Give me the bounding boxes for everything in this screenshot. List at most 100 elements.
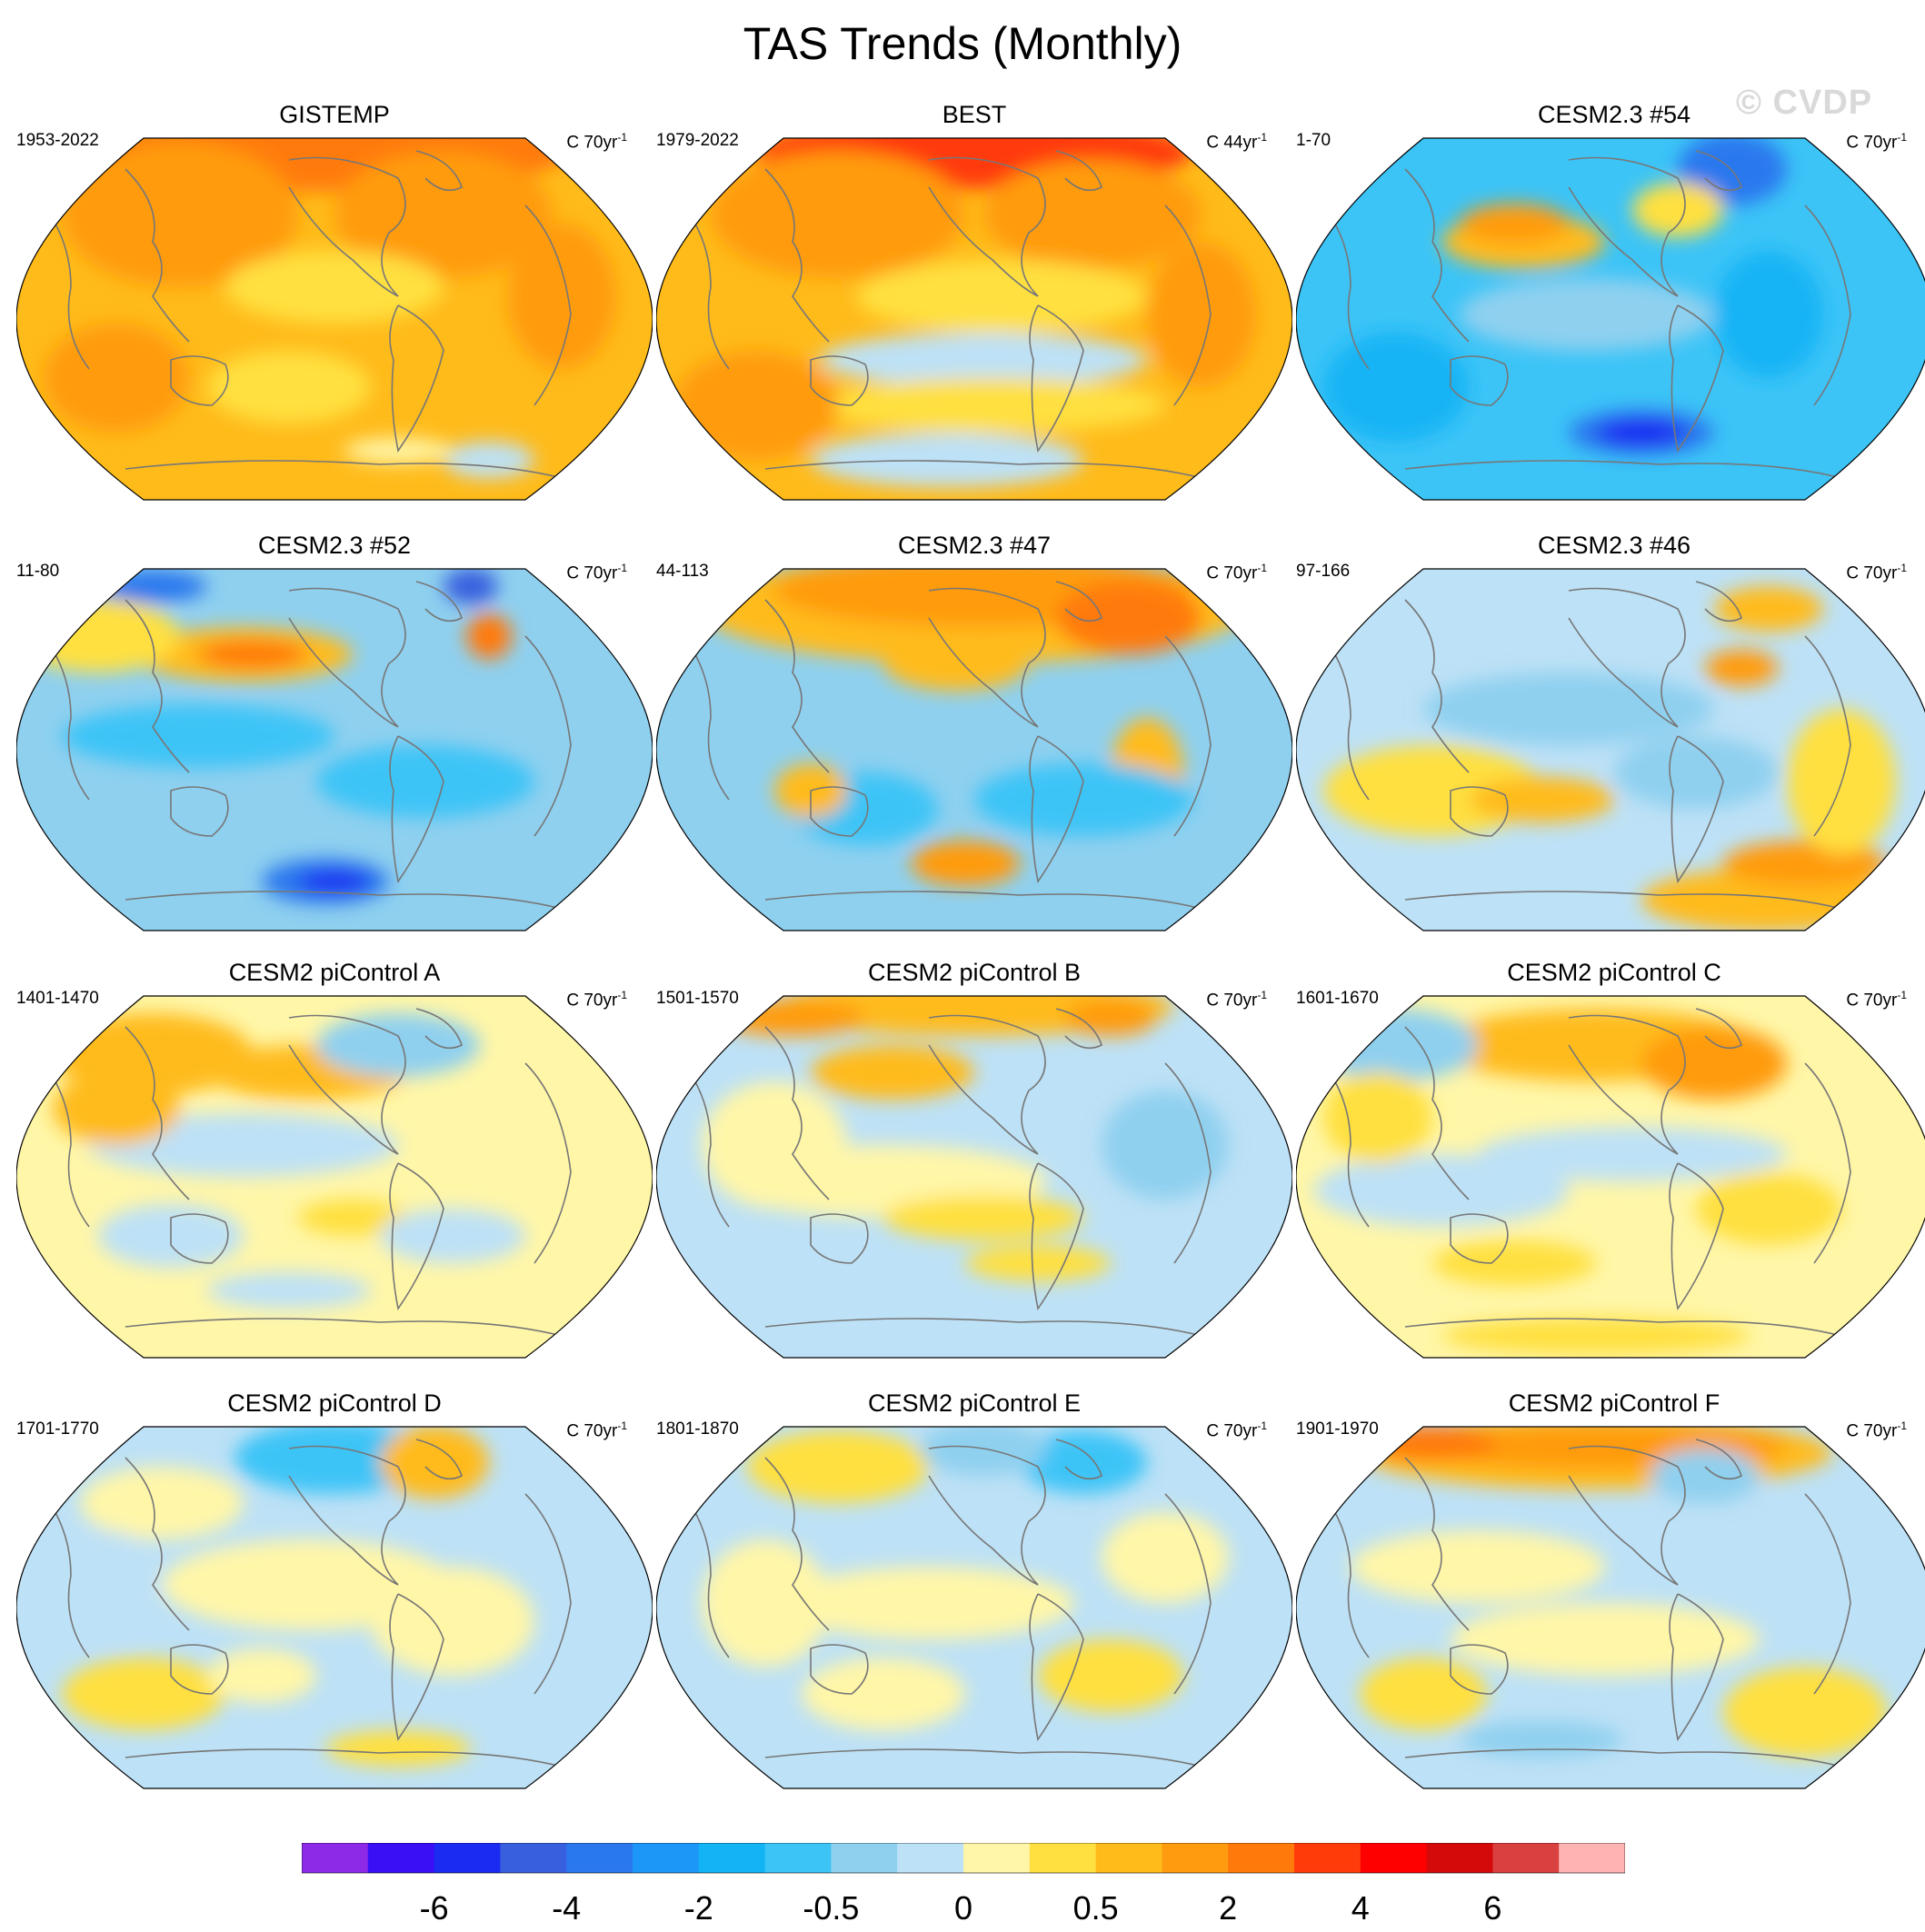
panel-period: 1401-1470 [16,989,99,1008]
coastline [764,460,1202,479]
trend-field-region [1678,138,1787,205]
robinson-map [1296,568,1925,931]
coastline [1450,355,1509,406]
coastline [1669,304,1724,453]
trend-field-region [1651,1449,1760,1503]
coastline [125,1026,190,1200]
coastline [1404,1026,1470,1200]
coastline [288,1445,406,1586]
panel-units-text: C 70yr [1206,1421,1258,1441]
trend-field-region [1102,1512,1229,1603]
coastline [928,156,1046,297]
trend-field-region [380,1209,525,1263]
trend-field-region [1696,1172,1841,1245]
coastline [1568,1445,1686,1586]
panel-units-text: C 70yr [566,133,618,153]
coastline [810,786,869,837]
panel-title: CESM2 piControl D [227,1389,442,1417]
trend-field-region [1460,278,1714,351]
colorbar-swatch [831,1843,898,1873]
map-border [16,1426,653,1789]
coastline [1404,891,1842,910]
trend-field-region [674,351,838,460]
coastline [1695,150,1742,192]
trend-field-region [1038,1639,1183,1712]
map-border [16,995,653,1359]
trend-field-region [1460,1721,1623,1758]
panel-units-exponent: -1 [1897,989,1907,1001]
coastline [1164,635,1212,837]
coastline [125,599,190,773]
trend-field-region [466,613,512,659]
trend-field-region [1723,1667,1887,1758]
coastline [683,204,730,370]
map-panel: CESM2.3 #46 97-166 C 70yr-1 [1296,532,1925,960]
coastline [170,355,229,406]
coastline [389,1162,444,1310]
panel-units-text: C 70yr [566,1421,618,1441]
panel-units: C 44yr-1 [1206,127,1267,153]
panel-units-exponent: -1 [617,562,627,574]
trend-field-region [1102,1090,1229,1200]
coastline [415,1008,463,1050]
trend-field-region [507,224,616,369]
panel-units-text: C 70yr [1846,133,1898,153]
coastline [1404,1318,1842,1337]
coastline [1055,150,1102,192]
trend-field-region [62,704,334,768]
trend-field-region [334,151,553,278]
coastline [1055,1008,1102,1050]
trend-field-region [1705,650,1778,686]
coastline [1804,635,1851,837]
panel-period: 44-113 [656,562,709,581]
trend-field-region [1441,1318,1750,1354]
coastline [1450,786,1509,837]
coastline [1804,204,1851,406]
coastline [1669,1593,1724,1741]
colorbar-tick-label: -0.5 [803,1889,859,1927]
panel-units: C 70yr-1 [1846,558,1907,583]
coastline [928,1014,1046,1155]
colorbar-tick-label: 0.5 [1073,1889,1119,1927]
panel-title: GISTEMP [279,101,390,128]
coastline [1322,1062,1370,1228]
trend-field-region [883,1195,1083,1240]
trend-field-region [1369,1427,1496,1461]
colorbar-tick-label: 4 [1351,1889,1370,1927]
trend-field-region [856,260,1147,333]
map-border [16,568,653,931]
colorbar-swatch [566,1843,633,1873]
panel-period: 1801-1870 [656,1419,739,1439]
map-panel: CESM2 piControl F 1901-1970 C 70yr-1 [1296,1389,1925,1817]
panel-units-exponent: -1 [1897,1419,1907,1432]
coastline [288,587,406,728]
coastline [928,587,1046,728]
coastline [1669,1162,1724,1310]
coastline [1322,204,1370,370]
panel-units-exponent: -1 [617,131,627,144]
colorbar-swatch [1294,1843,1361,1873]
panel-units: C 70yr-1 [1846,985,1907,1011]
coastline [125,460,563,479]
robinson-map [16,137,653,501]
panel-units-exponent: -1 [617,989,627,1001]
coastline [415,150,463,192]
coastline [764,599,830,773]
map-panel: CESM2 piControl D 1701-1770 C 70yr-1 [16,1389,653,1817]
trend-field-region [207,1272,371,1309]
panel-period: 1953-2022 [16,131,99,150]
coastline [1029,1162,1084,1310]
panel-units: C 70yr-1 [566,558,627,583]
map-border [1296,137,1925,501]
trend-field-region [983,160,1202,269]
trend-field-region [702,1081,847,1209]
coastline [43,1062,90,1228]
colorbar-swatch [897,1843,964,1873]
panel-units-exponent: -1 [1257,1419,1267,1432]
panel-units-exponent: -1 [1257,131,1267,144]
trend-field-region [298,871,371,892]
trend-field-region [1714,251,1823,378]
coastline [288,156,406,297]
coastline [1055,581,1102,622]
panel-title: CESM2 piControl B [867,959,1082,986]
